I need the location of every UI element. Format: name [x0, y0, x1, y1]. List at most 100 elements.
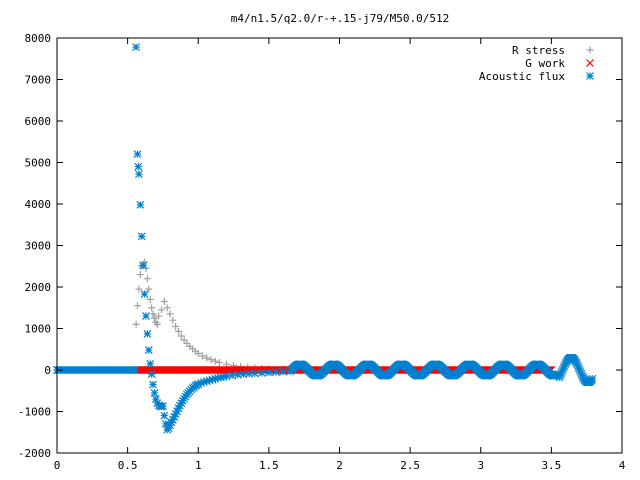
data-point [194, 380, 203, 389]
data-point [202, 377, 211, 386]
data-point [205, 376, 214, 385]
data-point [233, 370, 242, 379]
y-tick-label: 5000 [25, 157, 52, 170]
data-point [167, 418, 176, 427]
plot-frame [56, 37, 623, 454]
data-point [151, 395, 160, 403]
data-point [222, 372, 231, 381]
data-point [575, 366, 584, 374]
data-point [163, 304, 171, 312]
data-point [257, 368, 266, 377]
data-point [199, 378, 208, 386]
data-point [153, 320, 161, 328]
data-point [557, 369, 565, 378]
data-point [150, 314, 158, 322]
data-point [219, 372, 228, 381]
data-point [143, 275, 151, 283]
x-tick-label: 3.5 [541, 459, 561, 472]
data-point [197, 378, 205, 387]
data-point [166, 421, 174, 430]
x-tick-label: 1 [195, 459, 202, 472]
legend-label: Acoustic flux [479, 70, 565, 83]
data-point [556, 371, 565, 380]
data-point [136, 271, 144, 279]
data-point [146, 359, 155, 368]
data-point [215, 359, 223, 367]
data-point [148, 304, 156, 312]
data-point [574, 364, 583, 372]
x-tick-label: 2.5 [400, 459, 420, 472]
data-point [174, 404, 183, 413]
legend-marker [586, 46, 594, 54]
data-point [135, 170, 143, 179]
data-point [169, 316, 177, 324]
data-point [168, 415, 177, 424]
data-point [171, 410, 180, 418]
data-point [203, 354, 211, 362]
legend-label: R stress [512, 44, 565, 57]
data-point [145, 285, 153, 293]
data-point [174, 327, 182, 335]
x-tick-label: 2 [336, 459, 343, 472]
data-point [147, 370, 156, 379]
data-point [134, 162, 143, 171]
legend-marker [586, 59, 594, 67]
data-point [137, 232, 146, 241]
chart-title: m4/n1.5/q2.0/r-+.15-j79/M50.0/512 [231, 12, 450, 25]
x-tick-label: 3 [477, 459, 484, 472]
x-tick-label: 0 [54, 459, 61, 472]
x-tick-label: 0.5 [118, 459, 138, 472]
data-point [134, 302, 142, 310]
data-point [142, 312, 150, 320]
data-point [272, 368, 280, 376]
data-point [132, 320, 140, 328]
legend-label: G work [525, 57, 565, 70]
x-tick-label: 4 [619, 459, 626, 472]
data-point [173, 407, 181, 416]
data-point [239, 370, 248, 379]
y-tick-label: -2000 [18, 447, 51, 460]
data-point [135, 285, 143, 293]
data-point [149, 310, 157, 318]
data-point [250, 369, 259, 378]
data-point [146, 295, 154, 303]
y-tick-label: 4000 [25, 198, 52, 211]
data-point [136, 200, 145, 209]
data-point [160, 411, 169, 420]
data-point [159, 402, 167, 411]
data-point [150, 388, 159, 397]
y-tick-label: 7000 [25, 74, 52, 87]
axes-layer: 0 0.5 1 1.5 2 2.5 3 3.5 4 -2000 -1000 0 1000 2000 3000… [18, 32, 626, 472]
data-point [208, 375, 217, 384]
data-point [559, 364, 568, 372]
y-tick-label: -1000 [18, 406, 51, 419]
y-tick-label: 8000 [25, 32, 52, 45]
data-point [139, 261, 148, 270]
data-point [573, 360, 582, 369]
data-point [177, 399, 186, 408]
data-point [164, 424, 173, 433]
y-tick-label: 6000 [25, 115, 52, 128]
data-point [245, 369, 254, 378]
data-point [211, 357, 219, 365]
x-tick-label: 1.5 [259, 459, 279, 472]
data-point [144, 346, 153, 355]
series-acoustic-flux [53, 43, 597, 434]
data-point [132, 43, 141, 52]
y-tick-label: 0 [44, 364, 51, 377]
data-point [211, 374, 220, 383]
data-point [558, 366, 567, 374]
series-r-stress [132, 258, 301, 374]
data-point [160, 298, 168, 306]
data-point [149, 380, 157, 389]
data-point [574, 362, 582, 371]
data-point [198, 352, 206, 360]
legend-marker [586, 72, 594, 80]
y-tick-label: 3000 [25, 240, 52, 253]
data-point [133, 150, 142, 159]
data-point [172, 322, 180, 330]
data-point [177, 332, 185, 340]
data-point [161, 420, 170, 428]
data-point [557, 368, 566, 376]
